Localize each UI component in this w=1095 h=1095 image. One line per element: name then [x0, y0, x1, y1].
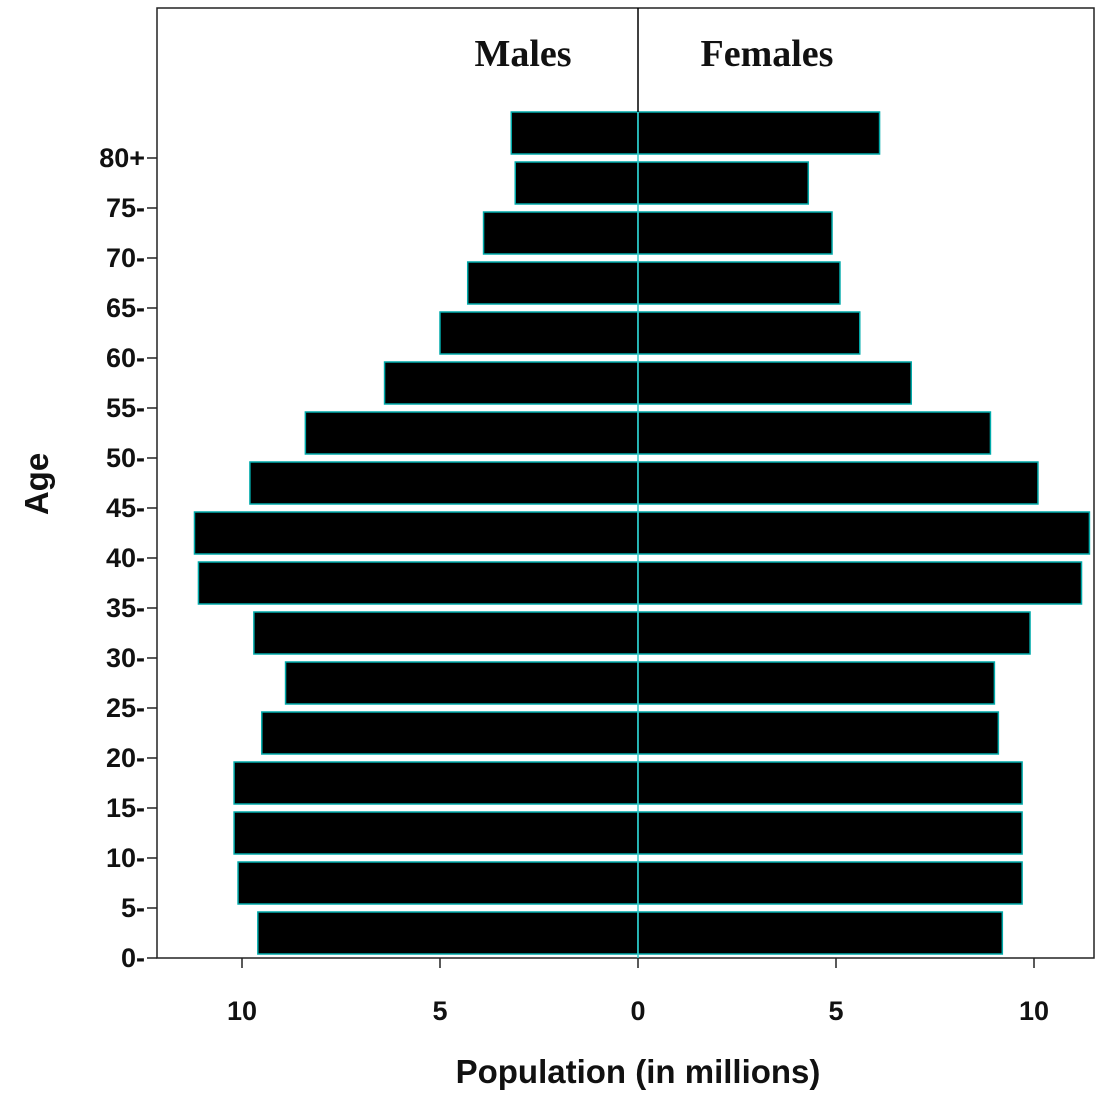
bar-females-55: [637, 361, 912, 405]
y-tick-label: 75-: [106, 193, 145, 223]
bar-females-15: [637, 761, 1023, 805]
x-tick-label: 0: [630, 996, 645, 1026]
bar-females-35: [637, 561, 1083, 605]
bar-males-15: [233, 761, 639, 805]
y-axis-title: Age: [18, 453, 55, 515]
bar-males-80plus: [510, 111, 639, 155]
bar-males-25: [284, 661, 639, 705]
y-tick-label: 0-: [121, 943, 145, 973]
y-tick-label: 40-: [106, 543, 145, 573]
bar-males-10: [233, 811, 639, 855]
bar-males-45: [249, 461, 639, 505]
bar-males-35: [197, 561, 639, 605]
x-tick-label: 5: [432, 996, 447, 1026]
bar-males-30: [253, 611, 639, 655]
y-tick-label: 20-: [106, 743, 145, 773]
x-axis-ticks: 10 5 0 5 10: [227, 958, 1049, 1026]
bar-males-65: [466, 261, 639, 305]
bar-males-70: [482, 211, 639, 255]
y-tick-label: 70-: [106, 243, 145, 273]
y-tick-label: 15-: [106, 793, 145, 823]
bar-females-75: [637, 161, 810, 205]
y-tick-label: 45-: [106, 493, 145, 523]
bar-females-40: [637, 511, 1091, 555]
x-tick-label: 10: [1019, 996, 1049, 1026]
y-tick-label: 35-: [106, 593, 145, 623]
bar-females-30: [637, 611, 1031, 655]
bar-females-80plus: [637, 111, 881, 155]
y-tick-label: 60-: [106, 343, 145, 373]
x-tick-label: 5: [828, 996, 843, 1026]
x-tick-label: 10: [227, 996, 257, 1026]
y-tick-label: 10-: [106, 843, 145, 873]
males-label: Males: [474, 33, 571, 75]
bar-males-0: [257, 911, 639, 955]
y-axis-ticks: 0- 5- 10- 15- 20- 25- 30- 35- 40- 45- 50- 55- 60- 65-…: [99, 143, 157, 973]
y-tick-label: 25-: [106, 693, 145, 723]
y-tick-label: 80+: [99, 143, 145, 173]
bar-females-5: [637, 861, 1023, 905]
plot-frame: [156, 7, 1095, 959]
x-axis-title: Population (in millions): [456, 1053, 821, 1090]
females-label: Females: [701, 33, 834, 75]
bar-females-50: [637, 411, 992, 455]
bar-females-0: [637, 911, 1004, 955]
y-tick-label: 55-: [106, 393, 145, 423]
bar-males-20: [261, 711, 639, 755]
bar-males-60: [439, 311, 639, 355]
bar-males-55: [383, 361, 639, 405]
bar-females-65: [637, 261, 841, 305]
bar-females-10: [637, 811, 1023, 855]
bar-females-60: [637, 311, 861, 355]
bar-females-25: [637, 661, 996, 705]
bar-females-45: [637, 461, 1039, 505]
bar-males-75: [514, 161, 639, 205]
y-tick-label: 30-: [106, 643, 145, 673]
bars-layer: [193, 111, 1091, 955]
bar-females-20: [637, 711, 1000, 755]
bar-males-50: [304, 411, 639, 455]
y-tick-label: 50-: [106, 443, 145, 473]
bar-males-5: [237, 861, 639, 905]
y-tick-label: 5-: [121, 893, 145, 923]
bar-females-70: [637, 211, 833, 255]
bar-males-40: [193, 511, 639, 555]
y-tick-label: 65-: [106, 293, 145, 323]
